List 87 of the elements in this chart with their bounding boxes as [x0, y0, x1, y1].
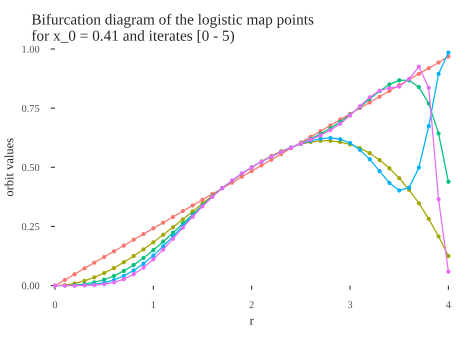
point [102, 270, 106, 276]
point [387, 180, 392, 186]
point [397, 78, 402, 82]
point [387, 166, 392, 170]
point [132, 272, 136, 276]
point [426, 86, 431, 90]
y-tick-label: 0.75 [22, 104, 40, 112]
point [397, 188, 402, 193]
point [122, 244, 126, 248]
point [436, 60, 441, 65]
point [132, 238, 136, 242]
x-tick-label: 2 [250, 301, 254, 308]
x-tick-label: 0 [52, 301, 58, 308]
point [132, 254, 136, 258]
point [122, 277, 126, 282]
point [112, 266, 116, 270]
point [368, 100, 372, 105]
point [151, 248, 156, 252]
point [416, 201, 421, 206]
point [141, 266, 146, 270]
x-axis-title: r [250, 318, 254, 325]
x-tick-label: 1 [152, 301, 156, 308]
point [180, 217, 185, 222]
point [426, 66, 431, 70]
point [436, 131, 441, 136]
point [141, 247, 146, 252]
point [161, 220, 166, 225]
point [259, 163, 264, 168]
point [426, 124, 431, 128]
point [82, 266, 87, 270]
point [151, 240, 156, 244]
point [338, 137, 342, 142]
y-tick-label: 0.00 [22, 282, 40, 290]
point [436, 72, 441, 76]
point [92, 275, 96, 280]
point [72, 272, 77, 276]
y-tick-label: 0.50 [22, 164, 40, 172]
y-axis-title: orbit values [4, 138, 14, 196]
point [368, 151, 372, 156]
point [132, 262, 136, 268]
point [161, 240, 166, 244]
point [416, 165, 421, 170]
point [132, 268, 136, 273]
point [161, 248, 166, 252]
point [151, 226, 156, 230]
point [446, 50, 450, 55]
point [250, 169, 254, 174]
point [102, 254, 106, 260]
y-tick-label: 0.25 [22, 223, 40, 230]
point [387, 86, 392, 90]
point [377, 169, 382, 174]
x-tick-label: 3 [348, 301, 352, 308]
point [377, 158, 382, 162]
point [141, 262, 146, 266]
point [446, 180, 450, 184]
point [446, 270, 450, 274]
point [161, 232, 166, 237]
point [151, 253, 156, 258]
point [151, 257, 156, 262]
point [141, 256, 146, 260]
point [416, 64, 421, 69]
y-tick-label: 1.00 [22, 46, 40, 53]
point [377, 94, 382, 99]
point [190, 203, 195, 208]
point [112, 280, 116, 284]
point [122, 260, 126, 264]
point [170, 214, 176, 220]
point [200, 198, 205, 202]
point [368, 157, 372, 162]
point [416, 72, 421, 76]
point [62, 278, 67, 282]
point [112, 249, 116, 254]
point [141, 232, 146, 236]
chart-title: Bifurcation diagram of the logistic map points for x_0 = 0.41 and iterates [0 - 5) [32, 14, 314, 44]
point [436, 234, 441, 238]
point [112, 274, 116, 278]
point [170, 225, 176, 230]
point [436, 197, 441, 202]
point [180, 208, 185, 214]
point [397, 176, 402, 180]
point [416, 85, 421, 90]
x-tick-label: 4 [446, 301, 451, 308]
point [328, 136, 332, 140]
point [92, 260, 96, 265]
point [426, 216, 431, 221]
point [170, 236, 176, 241]
point [122, 268, 126, 274]
